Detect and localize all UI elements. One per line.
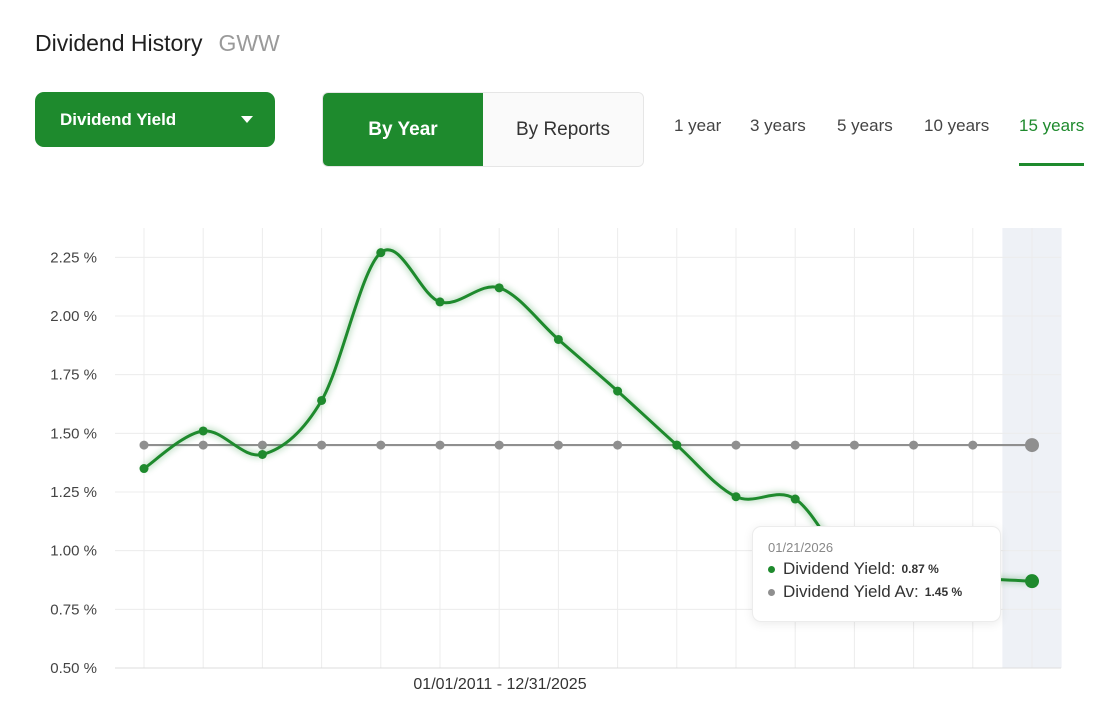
average-point	[909, 440, 919, 450]
y-tick-label: 2.00 %	[50, 308, 97, 325]
tooltip-row-average: Dividend Yield Av: 1.45 %	[768, 582, 1000, 602]
average-point	[317, 440, 327, 450]
average-point	[968, 440, 978, 450]
range-tab-5-years[interactable]: 5 years	[837, 116, 893, 135]
average-point	[198, 440, 208, 450]
yield-point	[731, 492, 741, 502]
yield-point	[613, 386, 623, 396]
average-point	[613, 440, 623, 450]
yield-point	[198, 426, 208, 436]
yield-point	[257, 449, 267, 459]
tooltip-value: 1.45 %	[924, 585, 963, 599]
tooltip-row-yield: Dividend Yield: 0.87 %	[768, 559, 1000, 579]
metric-dropdown-label: Dividend Yield	[60, 109, 177, 129]
average-point	[435, 440, 445, 450]
y-tick-label: 1.75 %	[50, 367, 97, 384]
y-tick-label: 1.00 %	[50, 543, 97, 560]
average-point	[790, 440, 800, 450]
yield-point	[317, 395, 327, 405]
metric-dropdown[interactable]: Dividend Yield	[35, 92, 275, 147]
average-point	[731, 440, 741, 450]
range-tab-10-years[interactable]: 10 years	[924, 116, 990, 135]
chart-tooltip: 01/21/2026 Dividend Yield: 0.87 % Divide…	[752, 526, 1001, 622]
caret-down-icon	[241, 116, 253, 123]
average-point	[1025, 438, 1039, 453]
active-range-underline	[1019, 163, 1084, 166]
yield-point	[553, 334, 563, 344]
by-year-button[interactable]: By Year	[323, 93, 483, 166]
tooltip-label: Dividend Yield:	[783, 559, 896, 578]
series-dot-icon	[768, 565, 775, 573]
yield-point	[435, 297, 445, 307]
page-title: Dividend History	[35, 30, 203, 56]
yield-point	[139, 464, 149, 474]
tooltip-date: 01/21/2026	[768, 540, 834, 555]
y-tick-label: 2.25 %	[50, 249, 97, 266]
view-toggle: By Year By Reports	[322, 92, 644, 167]
average-point	[139, 440, 149, 450]
time-range-tabs: 1 year 3 years 5 years 10 years 15 years	[660, 116, 1104, 168]
range-tab-15-years[interactable]: 15 years	[1019, 116, 1085, 135]
y-tick-label: 0.75 %	[50, 601, 97, 618]
average-point	[257, 440, 267, 450]
series-dot-icon	[768, 588, 775, 596]
y-tick-label: 0.50 %	[50, 660, 97, 677]
range-tab-1-year[interactable]: 1 year	[674, 116, 722, 135]
average-point	[553, 440, 563, 450]
yield-point	[494, 283, 504, 293]
tooltip-label: Dividend Yield Av:	[783, 582, 919, 601]
yield-point	[376, 248, 386, 258]
y-tick-label: 1.25 %	[50, 484, 97, 501]
range-tab-3-years[interactable]: 3 years	[750, 116, 806, 135]
header: Dividend History GWW	[35, 30, 280, 57]
average-point	[376, 440, 386, 450]
yield-point	[790, 494, 800, 504]
tooltip-value: 0.87 %	[901, 562, 939, 576]
average-point	[494, 440, 504, 450]
average-point	[849, 440, 859, 450]
yield-point	[672, 440, 682, 450]
y-tick-label: 1.50 %	[50, 425, 97, 442]
x-axis-label: 01/01/2011 - 12/31/2025	[413, 676, 586, 693]
yield-point	[1025, 574, 1039, 589]
by-reports-button[interactable]: By Reports	[483, 93, 643, 166]
ticker-symbol: GWW	[218, 30, 280, 56]
